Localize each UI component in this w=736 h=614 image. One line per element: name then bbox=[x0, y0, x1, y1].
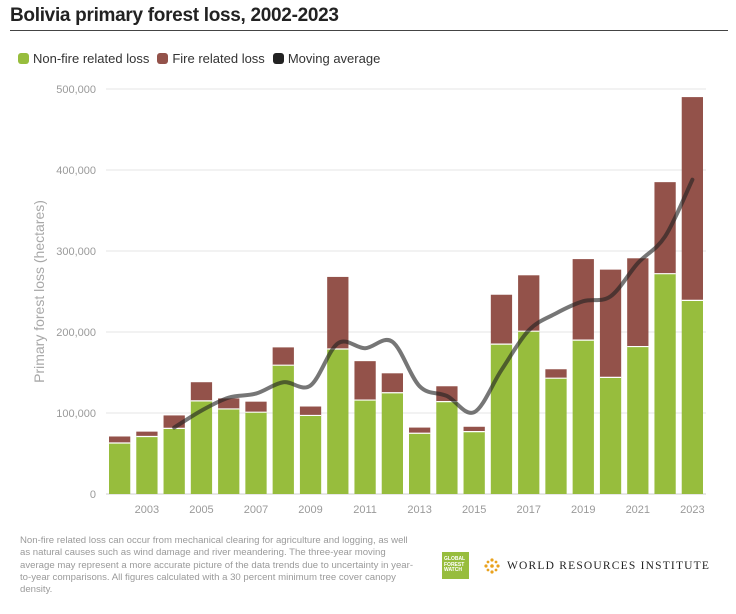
bar-fire bbox=[354, 361, 376, 401]
bar-fire bbox=[490, 294, 513, 345]
bar-nonfire bbox=[218, 408, 240, 494]
bar-nonfire bbox=[627, 346, 649, 494]
bar-fire bbox=[381, 373, 403, 393]
bar-fire bbox=[681, 97, 703, 301]
legend-item-nonfire[interactable]: Non-fire related loss bbox=[18, 51, 149, 66]
bar-fire bbox=[272, 347, 294, 366]
bar-fire bbox=[409, 427, 431, 434]
bar-nonfire bbox=[327, 349, 349, 494]
title-divider bbox=[10, 30, 728, 31]
x-tick-label: 2021 bbox=[626, 504, 650, 516]
bar-nonfire bbox=[109, 442, 131, 494]
x-tick-label: 2011 bbox=[353, 504, 377, 516]
bar-fire bbox=[299, 406, 322, 416]
x-tick-label: 2023 bbox=[680, 504, 704, 516]
gfw-logo-line: FOREST bbox=[444, 561, 465, 568]
bar-fire bbox=[627, 258, 649, 347]
bar-fire bbox=[463, 426, 485, 432]
legend-label-moving-average: Moving average bbox=[287, 51, 381, 66]
x-tick-label: 2019 bbox=[571, 504, 595, 516]
bar-nonfire bbox=[409, 433, 431, 494]
x-tick-label: 2005 bbox=[189, 504, 213, 516]
wri-emblem-icon bbox=[484, 558, 500, 574]
bar-fire bbox=[518, 275, 540, 332]
x-tick-label: 2015 bbox=[462, 504, 486, 516]
bar-fire bbox=[218, 398, 240, 409]
bar-nonfire bbox=[299, 415, 322, 494]
legend-swatch-fire bbox=[157, 53, 169, 64]
bar-nonfire bbox=[463, 431, 485, 494]
bar-fire bbox=[190, 382, 213, 401]
y-tick-label: 300,000 bbox=[56, 246, 96, 258]
x-tick-label: 2017 bbox=[516, 504, 540, 516]
x-tick-label: 2003 bbox=[135, 504, 159, 516]
legend-swatch-moving-average bbox=[272, 53, 284, 64]
bar-nonfire bbox=[654, 273, 676, 494]
chart-plot: 0 100,000 200,000 300,000 400,000 500,000 Prim… bbox=[31, 84, 706, 516]
bar-nonfire bbox=[245, 412, 267, 494]
bar-fire bbox=[136, 431, 158, 437]
bar-nonfire bbox=[681, 300, 703, 494]
gfw-logo-line: WATCH bbox=[444, 567, 462, 574]
bar-nonfire bbox=[381, 392, 403, 494]
bar-nonfire bbox=[436, 401, 458, 494]
y-tick-label: 0 bbox=[90, 489, 96, 501]
x-tick-label: 2007 bbox=[244, 504, 268, 516]
bar-fire bbox=[654, 182, 676, 274]
bar-fire bbox=[599, 269, 622, 378]
y-tick-label: 400,000 bbox=[56, 165, 96, 177]
x-tick-label: 2009 bbox=[298, 504, 322, 516]
legend-item-moving-average[interactable]: Moving average bbox=[272, 51, 381, 66]
y-tick-label: 100,000 bbox=[56, 408, 96, 420]
y-tick-label: 200,000 bbox=[56, 327, 96, 339]
bar-fire bbox=[245, 401, 267, 413]
wri-name: WORLD RESOURCES INSTITUTE bbox=[507, 560, 711, 572]
y-tick-label: 500,000 bbox=[56, 84, 96, 96]
wri-logo: WORLD RESOURCES INSTITUTE bbox=[483, 557, 710, 575]
legend-label-fire: Fire related loss bbox=[172, 51, 265, 66]
bar-nonfire bbox=[272, 365, 294, 494]
bar-fire bbox=[327, 276, 349, 350]
bar-nonfire bbox=[136, 436, 158, 494]
chart-title: Bolivia primary forest loss, 2002-2023 bbox=[10, 5, 339, 26]
y-axis-label: Primary forest loss (hectares) bbox=[31, 200, 47, 383]
bar-fire bbox=[545, 369, 567, 379]
bar-nonfire bbox=[163, 428, 185, 494]
legend-swatch-nonfire bbox=[18, 53, 29, 64]
legend-item-fire[interactable]: Fire related loss bbox=[157, 51, 265, 66]
gfw-logo-line: GLOBAL bbox=[444, 556, 466, 563]
legend: Non-fire related loss Fire related loss … bbox=[18, 51, 380, 66]
legend-label-nonfire: Non-fire related loss bbox=[33, 51, 150, 66]
footnote: Non-fire related loss can occur from mec… bbox=[20, 535, 414, 596]
bar-nonfire bbox=[518, 331, 540, 494]
x-tick-label: 2013 bbox=[407, 504, 431, 516]
moving-average-line bbox=[172, 177, 695, 430]
bar-fire bbox=[109, 436, 131, 443]
bar-nonfire bbox=[545, 378, 567, 494]
bar-nonfire bbox=[190, 400, 213, 494]
bar-nonfire bbox=[354, 400, 376, 494]
bar-nonfire bbox=[572, 340, 594, 494]
gfw-logo: GLOBAL FOREST WATCH bbox=[442, 552, 469, 579]
bar-nonfire bbox=[599, 377, 622, 494]
